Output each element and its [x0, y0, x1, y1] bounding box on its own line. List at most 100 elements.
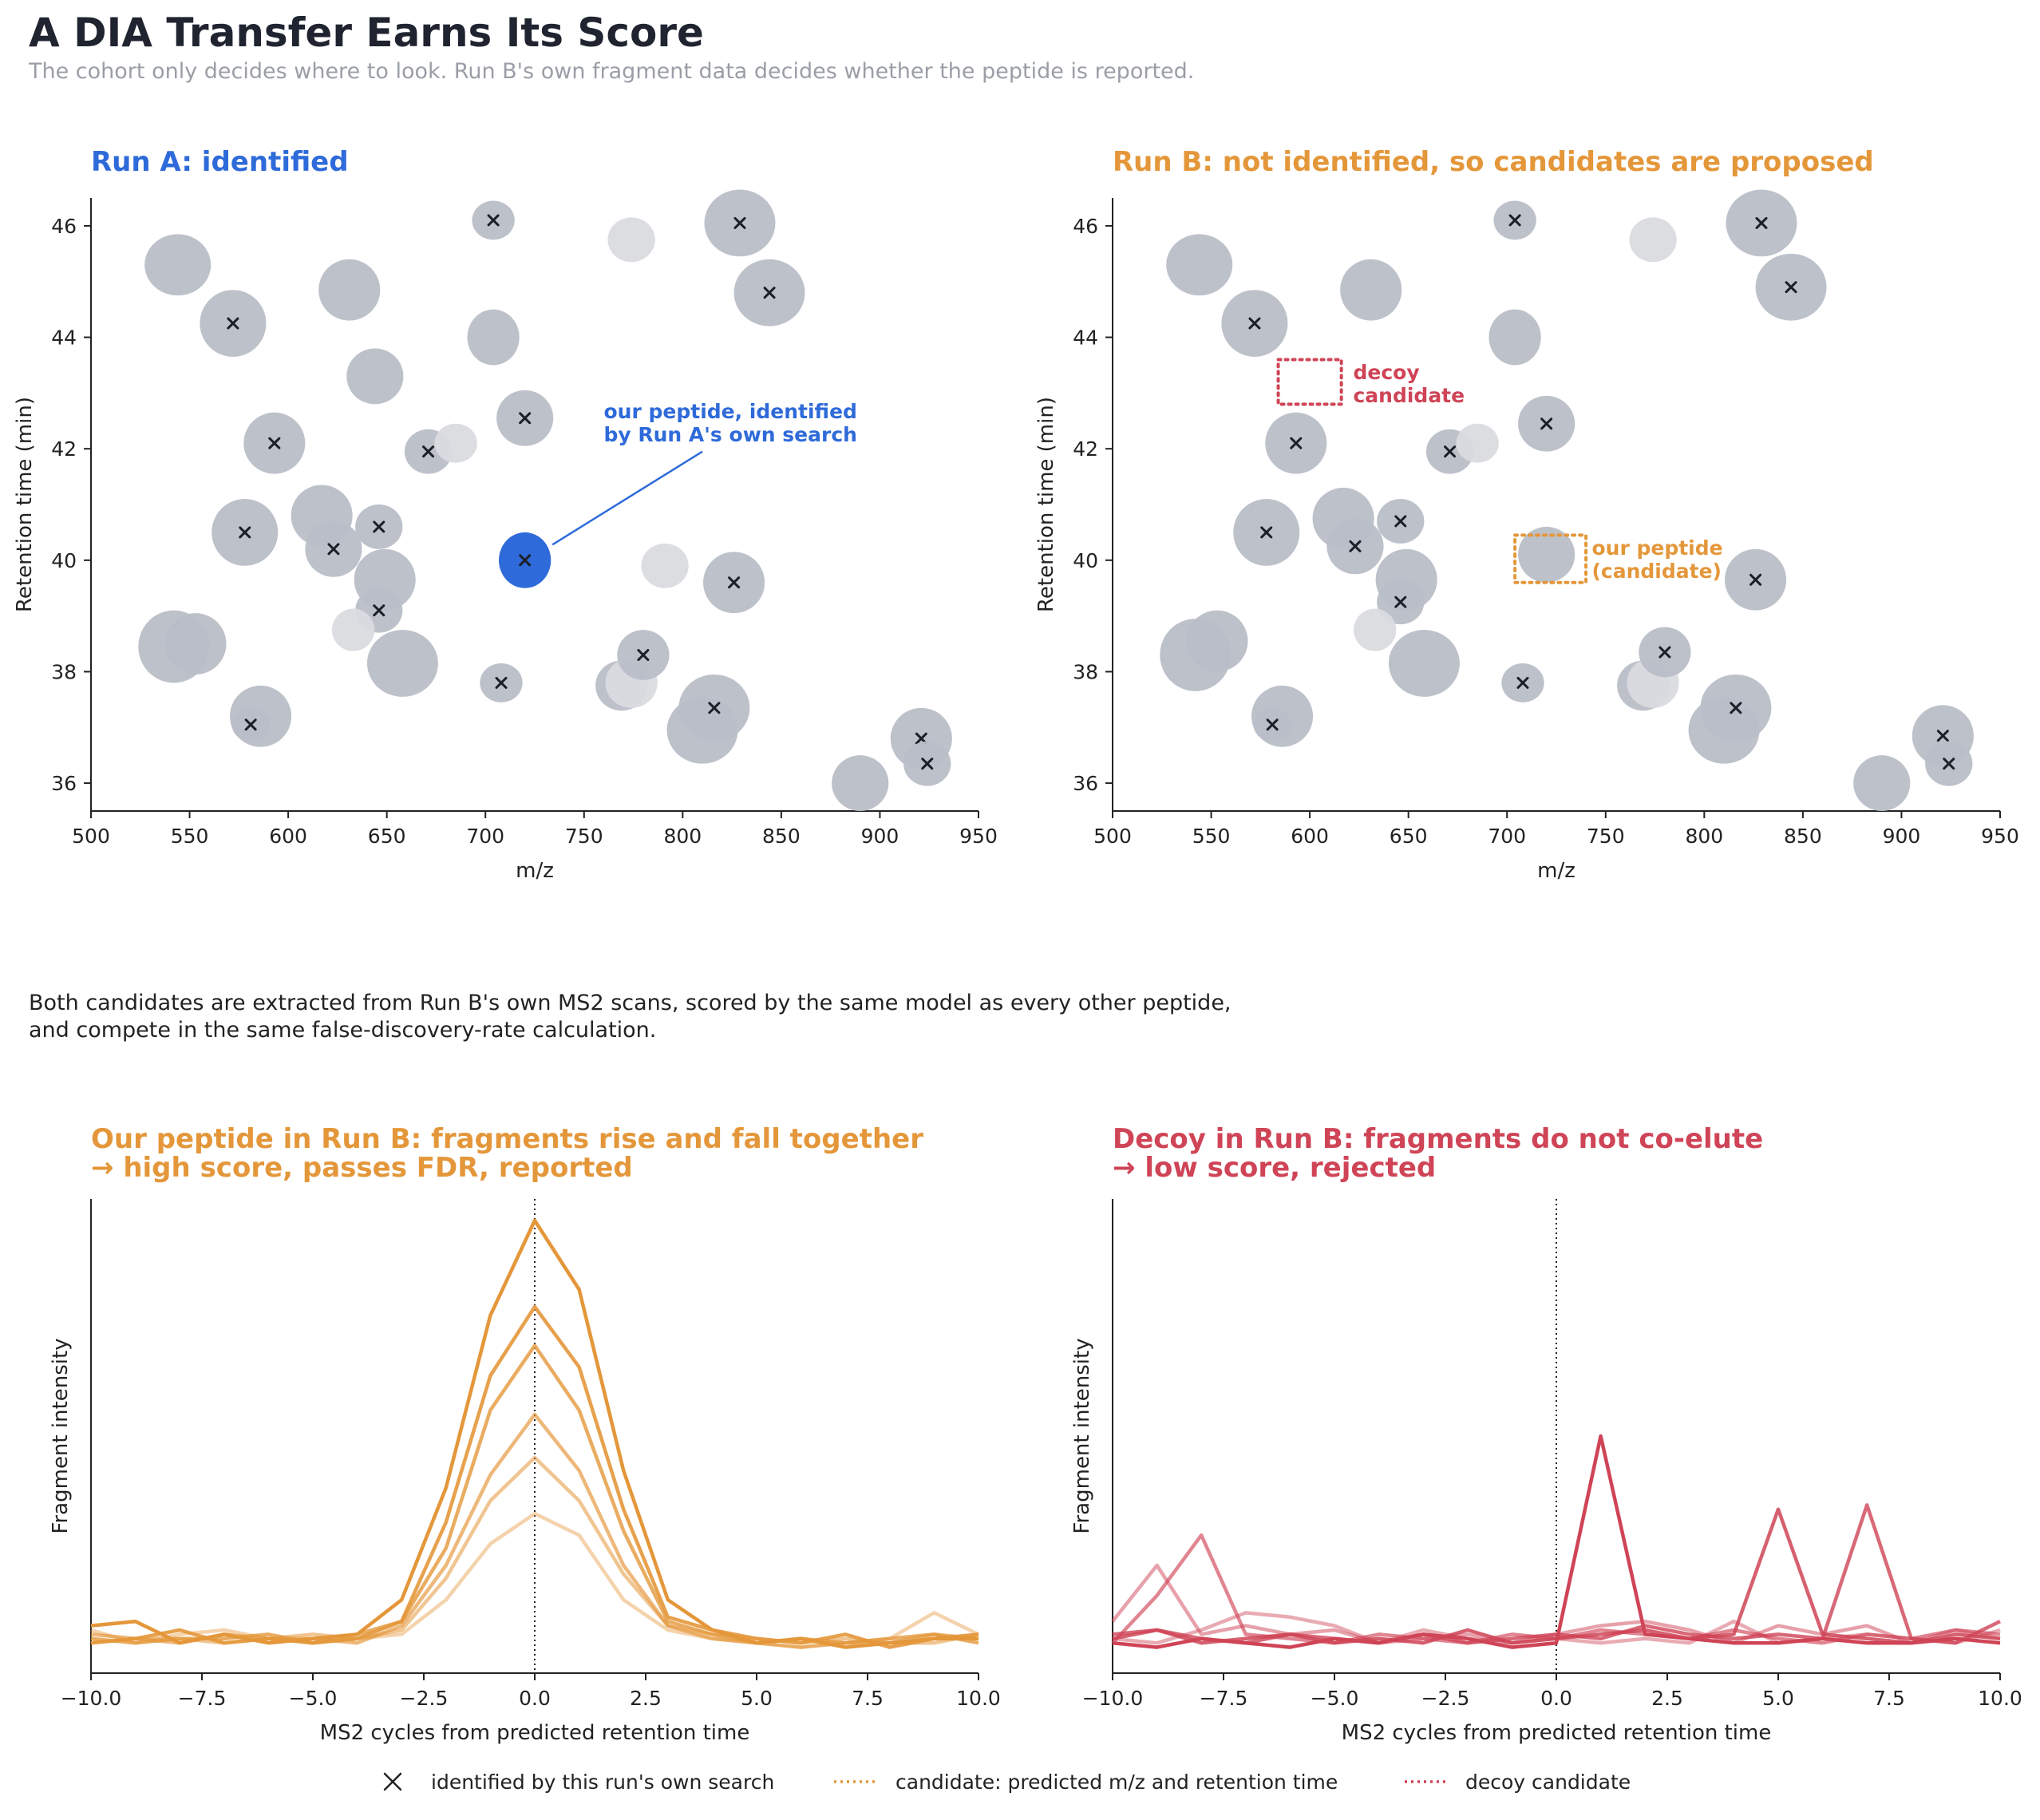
run_a-identified-marker-stroke [728, 576, 741, 589]
run_a-y-tick-label: 36 [51, 772, 77, 795]
run_b-identified-marker [1444, 445, 1457, 458]
run_b-identified-marker-stroke [1248, 317, 1261, 330]
run_b-feature-point [1456, 423, 1499, 463]
run_a-y-axis-label: Retention time (min) [13, 397, 37, 612]
peptide_xic-x-tick-label: 10.0 [956, 1687, 1001, 1710]
run_a-feature-point [318, 259, 381, 321]
run_a-feature-point [641, 543, 689, 588]
run_a-identified-marker-stroke [244, 718, 257, 731]
run_b-identified-marker-stroke [1943, 758, 1955, 770]
run_b-identified-marker [1540, 417, 1553, 430]
run_a-identified-marker-stroke [268, 437, 281, 449]
decoy_xic-fragment-trace [1112, 1434, 2001, 1649]
run_a-identified-marker [268, 437, 281, 449]
run_b-identified-marker-stroke [1260, 526, 1273, 539]
decoy_xic-x-tick-label: 0.0 [1540, 1687, 1572, 1710]
run_a-identified-marker-stroke [915, 732, 927, 745]
decoy_xic-panel-title-line-1: Decoy in Run B: fragments do not co-elut… [1113, 1123, 1763, 1155]
run_b-identified-marker [1749, 573, 1762, 586]
run_a-identified-marker-stroke [763, 287, 776, 299]
legend: identified by this run's own search candi… [383, 1771, 1631, 1794]
peptide_xic-fragment-trace [90, 1218, 978, 1649]
legend-identified-label: identified by this run's own search [431, 1771, 774, 1794]
candidate-annotation-line-2: (candidate) [1591, 560, 1721, 583]
decoy_xic-x-tick-label: 2.5 [1651, 1687, 1683, 1710]
run_a-feature-point [346, 348, 404, 405]
run_b-feature-point [1166, 234, 1233, 296]
run_b-x-tick-label: 700 [1488, 825, 1526, 848]
decoy_xic-x-tick-label: −5.0 [1311, 1687, 1359, 1710]
run_a-x-tick-label: 800 [663, 825, 702, 848]
run_a-identified-marker-stroke [373, 604, 385, 617]
run_a-identified-marker [495, 676, 508, 689]
decoy_xic-panel: Decoy in Run B: fragments do not co-elut… [1070, 1123, 2022, 1745]
run_a-x-tick-label: 500 [72, 825, 110, 848]
peptide_xic-x-tick-label: 7.5 [852, 1687, 884, 1710]
run_a-y-tick-label: 38 [51, 660, 77, 683]
run_b-identified-marker [1785, 281, 1797, 294]
run_a-identified-marker-stroke [495, 676, 508, 689]
run_b-panel: Run B: not identified, so candidates are… [1034, 146, 2019, 883]
peptide_xic-panel: Our peptide in Run B: fragments rise and… [49, 1123, 1001, 1745]
run_b-identified-marker-stroke [1516, 676, 1529, 689]
run_b-identified-marker-stroke [1785, 281, 1797, 294]
peptide_xic-x-tick-label: −2.5 [400, 1687, 449, 1710]
run_b-identified-marker-stroke [1936, 730, 1949, 742]
run_b-identified-marker-stroke [1658, 646, 1671, 659]
candidate-annotation-line-1: our peptide [1591, 536, 1722, 560]
run_a-identified-marker-stroke [708, 702, 721, 714]
run_b-feature-point [1518, 526, 1575, 583]
run_a-identified-marker [733, 216, 746, 229]
run_b-x-tick-label: 800 [1685, 825, 1723, 848]
run_b-identified-marker-stroke [1730, 702, 1742, 714]
legend-identified-icon-stroke [383, 1772, 402, 1791]
run-a-annotation-arrow [552, 450, 703, 546]
run_a-identified-marker [373, 520, 385, 533]
chart-subtitle: The cohort only decides where to look. R… [29, 59, 1195, 84]
run_a-identified-marker-stroke [227, 317, 239, 330]
run_a-y-tick-label: 46 [51, 215, 77, 238]
peptide_xic-y-axis-label: Fragment intensity [49, 1338, 73, 1533]
run_a-identified-marker [728, 576, 741, 589]
run_a-identified-marker [239, 526, 251, 539]
run_b-feature-point [1388, 630, 1460, 697]
run_a-identified-marker-stroke [519, 412, 532, 425]
run-a-annotation-line-2: by Run A's own search [603, 423, 856, 446]
run_a-identified-marker-stroke [637, 649, 650, 662]
run_a-panel: Run A: identified 500 550 600 650 700 750 800 85… [13, 146, 998, 883]
peptide_xic-panel-title-line-1: Our peptide in Run B: fragments rise and… [91, 1123, 923, 1155]
run_a-x-tick-label: 650 [368, 825, 406, 848]
run_b-identified-marker [1394, 595, 1407, 608]
run_a-identified-marker-stroke [373, 520, 385, 533]
run_a-feature-point [607, 217, 655, 263]
run_b-identified-marker [1349, 540, 1362, 552]
run_b-x-tick-label: 500 [1093, 825, 1132, 848]
run_a-identified-marker-stroke [921, 758, 934, 770]
run_b-x-axis-label: m/z [1537, 859, 1575, 883]
peptide_xic-x-tick-label: −7.5 [178, 1687, 227, 1710]
run_b-x-tick-label: 550 [1192, 825, 1231, 848]
run_a-y-tick-label: 40 [51, 549, 77, 572]
run_a-x-tick-label: 950 [959, 825, 998, 848]
run_a-identified-marker [487, 214, 500, 227]
run_b-identified-marker [1730, 702, 1742, 714]
run_b-identified-marker [1266, 718, 1279, 731]
run_a-identified-marker [519, 412, 532, 425]
run_b-feature-point [1853, 755, 1911, 811]
decoy_xic-x-tick-label: 10.0 [1978, 1687, 2022, 1710]
run_a-identified-marker-stroke [487, 214, 500, 227]
run_a-feature-point [467, 309, 520, 366]
run_b-identified-marker-stroke [1444, 445, 1457, 458]
run_b-feature-point [1340, 259, 1402, 321]
run_b-x-tick-label: 850 [1784, 825, 1822, 848]
run-a-annotation-line-1: our peptide, identified [603, 400, 856, 423]
run_b-identified-marker-stroke [1508, 214, 1521, 227]
peptide_xic-x-axis-label: MS2 cycles from predicted retention time [320, 1721, 750, 1745]
run_a-x-tick-label: 600 [269, 825, 307, 848]
decoy_xic-y-axis-label: Fragment intensity [1070, 1338, 1094, 1533]
run_a-y-tick-label: 44 [51, 326, 77, 350]
peptide_xic-x-tick-label: 2.5 [630, 1687, 662, 1710]
run_a-feature-point [434, 423, 477, 463]
run_a-identified-marker-stroke [239, 526, 251, 539]
